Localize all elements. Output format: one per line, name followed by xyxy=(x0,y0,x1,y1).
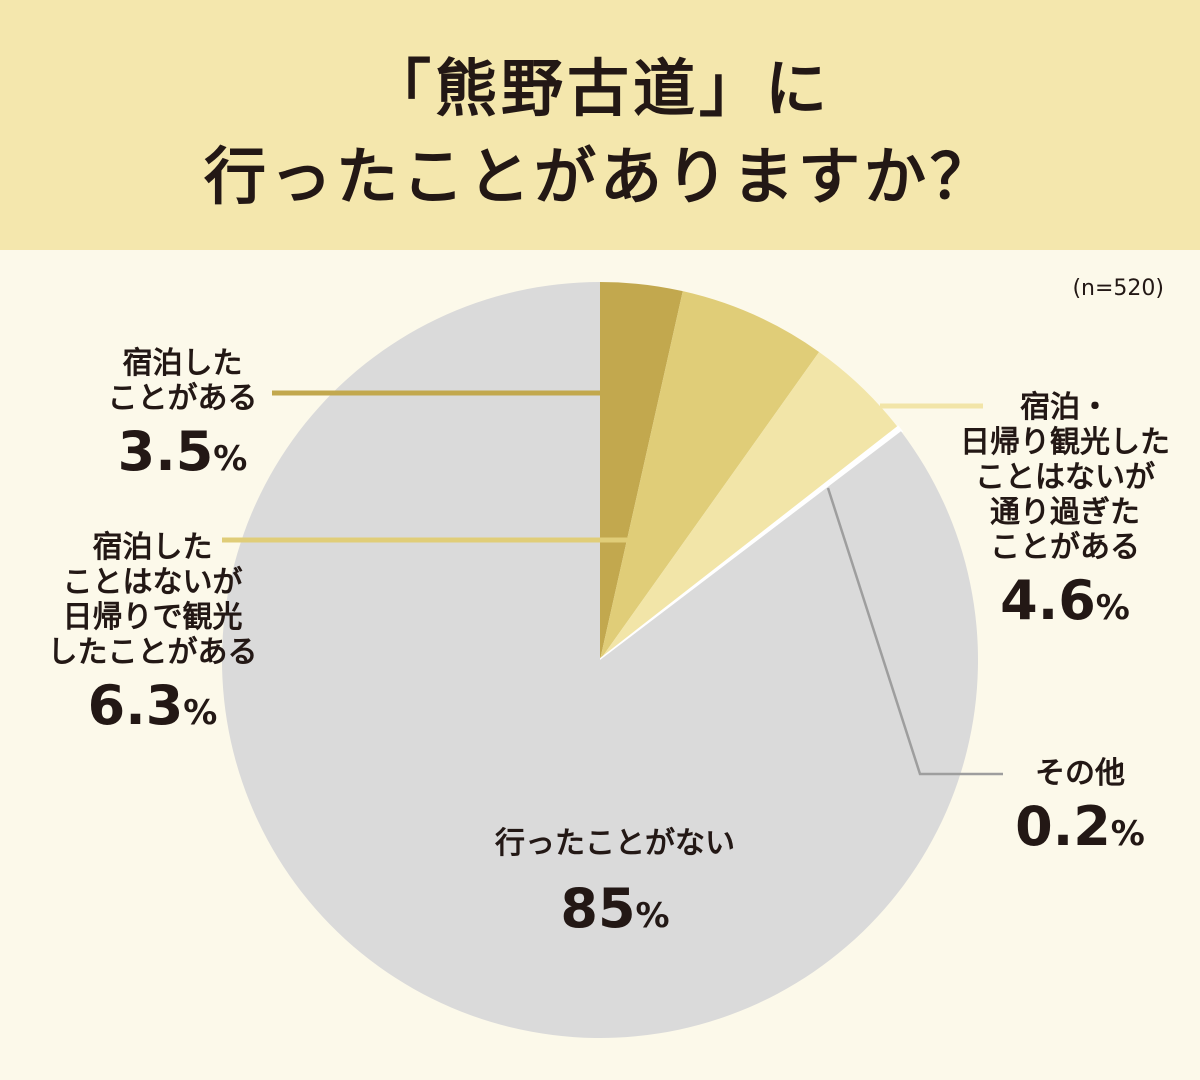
label-never-line-1: 行ったことがない xyxy=(495,826,735,861)
label-stayed-value: 3.5% xyxy=(117,420,248,483)
leader-line-other xyxy=(826,487,1003,776)
label-daytrip-line-4: したことがある xyxy=(47,635,258,670)
slice-daytrip xyxy=(600,291,820,660)
label-other: その他 0.2% xyxy=(990,756,1170,864)
label-daytrip-value: 6.3% xyxy=(87,674,218,737)
label-stayed-line-2: ことがある xyxy=(107,381,258,416)
label-daytrip-line-1: 宿泊した xyxy=(92,530,213,565)
label-passed-line-4: 通り過ぎた xyxy=(990,495,1140,530)
label-stayed: 宿泊した ことがある 3.5% xyxy=(60,346,305,489)
title-banner: 「熊野古道」に 行ったことがありますか？ xyxy=(0,0,1200,250)
slice-stayed xyxy=(600,282,683,660)
label-other-value: 0.2% xyxy=(1015,795,1145,858)
label-passed-line-5: ことがある xyxy=(990,530,1140,565)
slice-passed xyxy=(600,351,899,660)
label-other-line-1: その他 xyxy=(1035,756,1125,791)
label-never-value: 85% xyxy=(560,877,670,940)
title-line-1: 「熊野古道」に xyxy=(368,52,831,125)
label-passed-value: 4.6% xyxy=(1000,569,1130,632)
label-passed-line-2: 日帰り観光した xyxy=(960,425,1170,460)
label-passed-line-1: 宿泊・ xyxy=(1020,390,1110,425)
title-line-2: 行ったことがありますか？ xyxy=(203,140,996,213)
slice-other xyxy=(599,425,904,662)
label-never: 行ったことがない 85% xyxy=(440,826,790,946)
label-passed-line-3: ことはないが xyxy=(975,460,1155,495)
slice-never xyxy=(222,282,979,1038)
label-daytrip: 宿泊した ことはないが 日帰りで観光 したことがある 6.3% xyxy=(20,530,285,743)
sample-size: (n=520) xyxy=(1072,276,1164,301)
label-daytrip-line-3: 日帰りで観光 xyxy=(62,600,243,635)
label-passed: 宿泊・ 日帰り観光した ことはないが 通り過ぎた ことがある 4.6% xyxy=(930,390,1200,638)
label-daytrip-line-2: ことはないが xyxy=(62,565,243,600)
label-stayed-line-1: 宿泊した xyxy=(122,346,243,381)
